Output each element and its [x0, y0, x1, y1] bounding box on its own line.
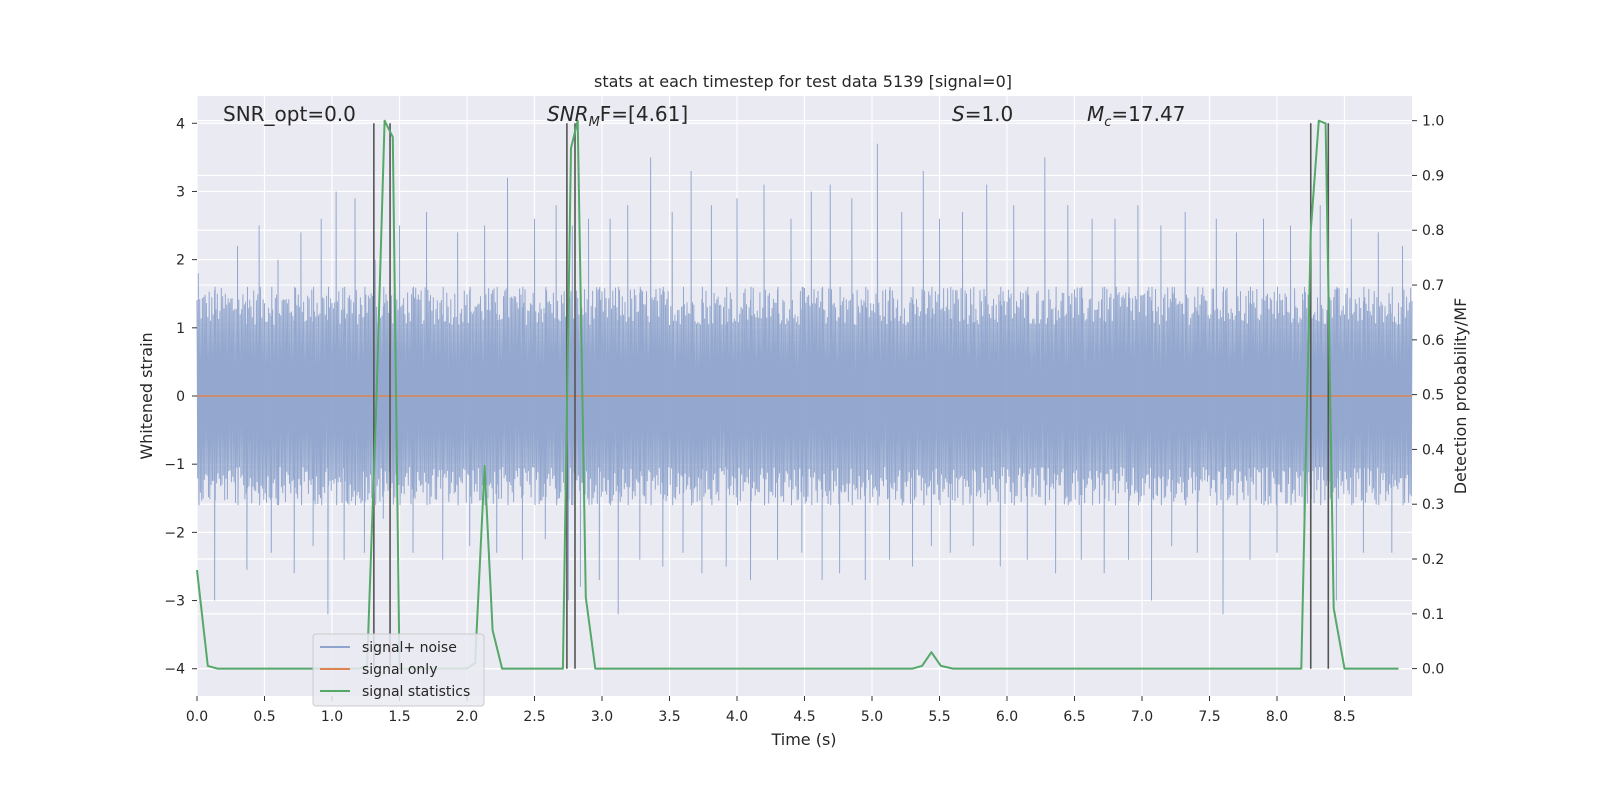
y-right-tick-label: 0.7 [1422, 278, 1444, 294]
chart-title: stats at each timestep for test data 513… [594, 72, 1012, 91]
x-tick-label: 2.5 [523, 709, 545, 725]
y-tick-label: 2 [176, 253, 185, 269]
y-right-tick-label: 0.2 [1422, 552, 1444, 568]
x-tick-label: 6.5 [1063, 709, 1085, 725]
x-tick-label: 0.0 [186, 709, 208, 725]
y-right-tick-label: 1.0 [1422, 114, 1444, 130]
annotation-mc-main: M [1087, 102, 1104, 126]
x-tick-label: 3.0 [591, 709, 613, 725]
x-tick-label: 5.0 [861, 709, 883, 725]
y-right-tick-label: 0.9 [1422, 168, 1444, 184]
y-tick-label: −2 [164, 525, 185, 541]
y-tick-label: 0 [176, 389, 185, 405]
y-tick-label: 4 [176, 116, 185, 132]
annotation-s-main: S [952, 102, 965, 126]
annotation-snr-opt: SNR_opt=0.0 [223, 102, 356, 126]
x-tick-label: 8.0 [1266, 709, 1288, 725]
x-tick-label: 1.0 [321, 709, 343, 725]
legend-label-signal-plus-noise: signal+ noise [362, 640, 457, 656]
annotation-s: S=1.0 [952, 102, 1013, 126]
y-right-tick-label: 0.3 [1422, 497, 1444, 513]
x-tick-label: 5.5 [928, 709, 950, 725]
y-right-tick-label: 0.6 [1422, 333, 1444, 349]
y-tick-label: 1 [176, 321, 185, 337]
x-tick-label: 8.5 [1333, 709, 1355, 725]
x-tick-label: 2.0 [456, 709, 478, 725]
x-tick-label: 1.5 [388, 709, 410, 725]
x-axis-ticks: 0.0 0.5 1.0 1.5 2.0 2.5 3.0 3.5 4.0 4.5 5.0 5.5 6.0 6… [186, 696, 1356, 725]
y-tick-label: −1 [164, 457, 185, 473]
y-right-tick-label: 0.4 [1422, 442, 1444, 458]
x-tick-label: 6.0 [996, 709, 1018, 725]
x-tick-label: 4.0 [726, 709, 748, 725]
annotation-s-value: =1.0 [965, 102, 1014, 126]
y-axis-ticks: −4 −3 −2 −1 0 1 2 3 4 [164, 116, 197, 678]
annotation-mc: Mc=17.47 [1087, 102, 1185, 130]
series-signal-statistics [196, 119, 1399, 670]
annotation-snr-mf-sub: M [589, 115, 600, 130]
y-axis-label: Whitened strain [137, 332, 156, 459]
x-tick-label: 4.5 [793, 709, 815, 725]
legend: signal+ noise signal only signal statist… [312, 633, 485, 707]
annotation-mc-value: =17.47 [1111, 102, 1185, 126]
x-tick-label: 7.5 [1198, 709, 1220, 725]
x-tick-label: 7.0 [1131, 709, 1153, 725]
y-right-axis-label: Detection probability/MF [1451, 298, 1470, 495]
x-axis-label: Time (s) [770, 730, 836, 749]
annotation-snr-mf-value: F=[4.61] [600, 102, 688, 126]
legend-label-signal-statistics: signal statistics [362, 684, 470, 700]
y-right-axis-ticks: 0.0 0.1 0.2 0.3 0.4 0.5 0.6 0.7 0.8 0.9 1.0 [1412, 114, 1444, 678]
y-tick-label: −3 [164, 594, 185, 610]
signal-statistics-line [196, 119, 1399, 670]
y-right-tick-label: 0.8 [1422, 223, 1444, 239]
legend-label-signal-only: signal only [362, 662, 437, 678]
signal-plus-noise-line [196, 143, 1413, 615]
x-tick-label: 3.5 [658, 709, 680, 725]
y-right-tick-label: 0.0 [1422, 662, 1444, 678]
y-right-tick-label: 0.1 [1422, 607, 1444, 623]
legend-box [312, 633, 485, 707]
y-tick-label: −4 [164, 662, 185, 678]
series-signal-plus-noise [196, 143, 1413, 615]
annotation-mc-sub: c [1104, 115, 1111, 130]
annotation-snr-mf-main: SNR [547, 102, 589, 126]
y-tick-label: 3 [176, 184, 185, 200]
annotation-snr-mf: SNRMF=[4.61] [547, 102, 688, 130]
vertical-markers [373, 123, 1330, 669]
y-right-tick-label: 0.5 [1422, 388, 1444, 404]
x-tick-label: 0.5 [253, 709, 275, 725]
